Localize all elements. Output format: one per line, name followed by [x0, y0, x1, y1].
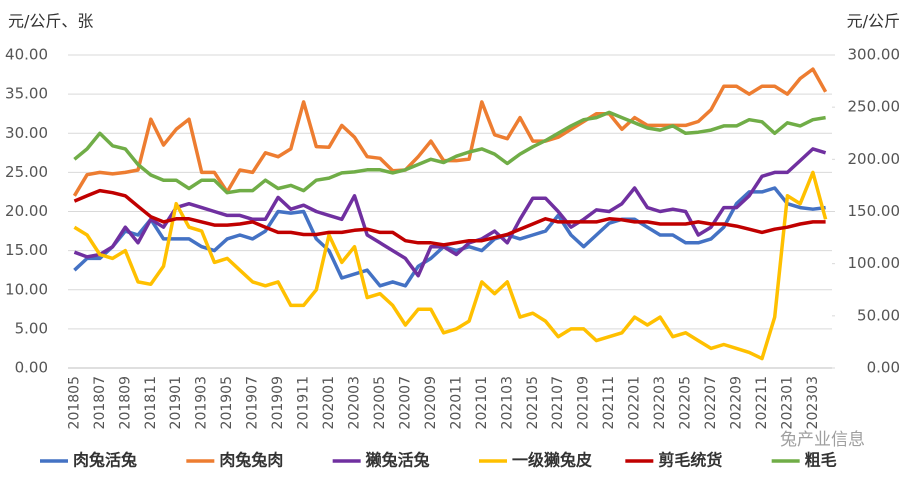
- x-tick-label: 202111: [601, 376, 617, 429]
- y-tick-label: 35.00: [5, 85, 48, 103]
- y2-tick-label: 150.00: [848, 202, 901, 220]
- y2-tick-label: 100.00: [848, 254, 901, 272]
- x-tick-label: 202301: [779, 376, 795, 429]
- y2-tick-label: 300.00: [848, 46, 901, 64]
- x-tick-label: 202303: [805, 376, 821, 429]
- legend-label: 肉兔活兔: [73, 451, 137, 470]
- y2-tick-label: 200.00: [848, 150, 901, 168]
- legend-label: 剪毛统货: [658, 451, 722, 470]
- x-tick-label: 201809: [117, 376, 133, 429]
- y-tick-label: 20.00: [5, 202, 48, 220]
- x-tick-label: 202105: [525, 376, 541, 429]
- x-tick-label: 201905: [219, 376, 235, 429]
- y-tick-label: 25.00: [5, 163, 48, 181]
- x-tick-label: 202205: [678, 376, 694, 429]
- x-tick-label: 202207: [703, 376, 719, 429]
- x-tick-label: 202209: [729, 376, 745, 429]
- legend-label: 獭兔活兔: [365, 451, 430, 470]
- legend-label: 肉兔兔肉: [219, 451, 283, 470]
- x-tick-label: 201907: [245, 376, 261, 429]
- watermark: 兔产业信息: [780, 430, 865, 450]
- x-tick-label: 202101: [474, 376, 490, 429]
- x-tick-label: 202011: [448, 376, 464, 429]
- y-axis-label: 元/公斤、张: [8, 12, 93, 31]
- y2-tick-label: 0.00: [867, 359, 900, 377]
- x-tick-label: 201811: [143, 376, 159, 429]
- x-tick-label: 202001: [321, 376, 337, 429]
- x-tick-label: 202005: [372, 376, 388, 429]
- y-tick-label: 40.00: [5, 46, 48, 64]
- y-tick-label: 30.00: [5, 124, 48, 142]
- x-tick-label: 201901: [168, 376, 184, 429]
- x-tick-label: 202009: [423, 376, 439, 429]
- y2-tick-label: 250.00: [848, 98, 901, 116]
- series-line: [73, 110, 826, 195]
- x-tick-label: 201911: [296, 376, 312, 429]
- x-tick-label: 201805: [66, 376, 82, 429]
- x-tick-label: 202211: [754, 376, 770, 429]
- y-tick-label: 10.00: [5, 280, 48, 298]
- series-line: [73, 188, 826, 247]
- series-line: [73, 147, 827, 278]
- y-tick-label: 0.00: [15, 359, 48, 377]
- y-tick-label: 5.00: [15, 319, 48, 337]
- legend-label: 一级獭兔皮: [512, 451, 592, 470]
- y2-tick-label: 50.00: [857, 306, 900, 324]
- x-tick-label: 202109: [576, 376, 592, 429]
- y-tick-label: 15.00: [5, 241, 48, 259]
- x-tick-label: 202007: [397, 376, 413, 429]
- x-tick-label: 202103: [499, 376, 515, 429]
- x-tick-label: 202203: [652, 376, 668, 429]
- series-line: [72, 67, 828, 197]
- x-tick-label: 202003: [347, 376, 363, 429]
- x-tick-label: 202201: [627, 376, 643, 429]
- x-tick-label: 201807: [92, 376, 108, 429]
- x-tick-label: 201909: [270, 376, 286, 429]
- series-line: [73, 170, 828, 361]
- x-tick-label: 201903: [194, 376, 210, 429]
- x-tick-label: 202107: [550, 376, 566, 429]
- y2-axis-label: 元/公斤: [847, 12, 900, 31]
- legend-label: 粗毛: [805, 451, 837, 470]
